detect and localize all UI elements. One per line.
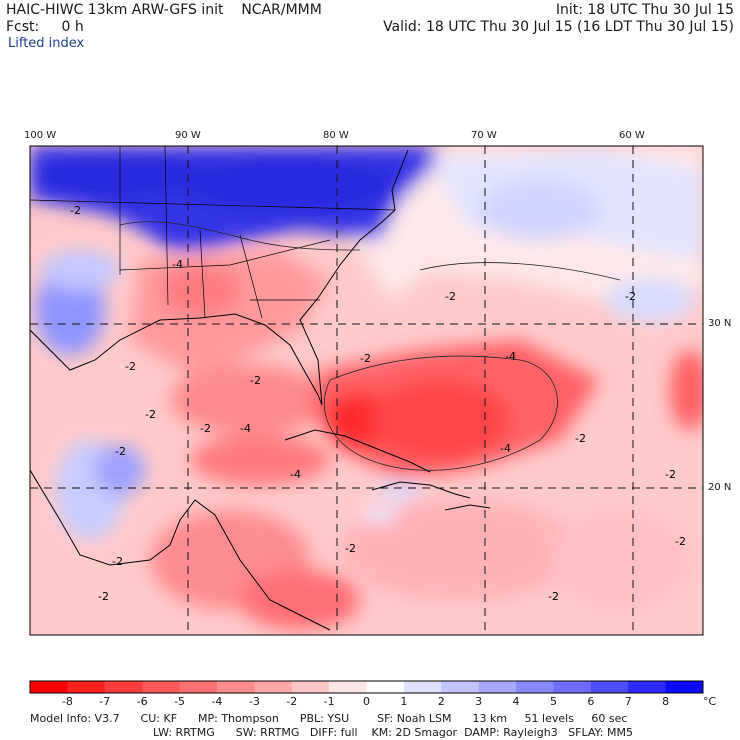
colorbar-swatch (216, 681, 255, 693)
model-info-line2: LW: RRTMG SW: RRTMG DIFF: full KM: 2D Sm… (153, 726, 633, 739)
lon-label-60w: 60 W (619, 130, 645, 141)
colorbar-level-label: -3 (248, 695, 260, 708)
contour-label: -2 (112, 555, 123, 568)
contour-label: -4 (290, 468, 301, 481)
contour-label: -2 (70, 204, 81, 217)
contour-label: -2 (250, 374, 261, 387)
contours (119, 221, 621, 471)
colorbar-swatch (104, 681, 143, 693)
contour-label: -2 (345, 542, 356, 555)
contour-label: -2 (665, 468, 676, 481)
colorbar-level-label: -7 (99, 695, 111, 708)
colorbar-swatch (516, 681, 554, 693)
field-name: Lifted index (8, 36, 85, 51)
contour-label-group: -2 -4 -2 -2 -2 -2 -4 -2 -2 -4 -2 -2 -4 -… (70, 204, 686, 603)
colorbar-level-label: -6 (136, 695, 148, 708)
contour-label: -2 (360, 352, 371, 365)
colorbar-swatch (441, 681, 480, 693)
colorbar (29, 680, 704, 694)
colorbar-unit: °C (703, 695, 717, 708)
contour-label: -2 (675, 535, 686, 548)
lat-label-30n: 30 N (708, 318, 732, 329)
contour-label: -4 (500, 442, 511, 455)
colorbar-swatch (179, 681, 218, 693)
lon-label-100w: 100 W (24, 130, 57, 141)
model-title: HAIC-HIWC 13km ARW-GFS init NCAR/MMM (6, 2, 322, 18)
colorbar-swatch (67, 681, 106, 693)
colorbar-swatch (478, 681, 517, 693)
colorbar-level-label: 5 (549, 695, 557, 708)
coastlines (30, 149, 491, 631)
init-time: Init: 18 UTC Thu 30 Jul 15 (555, 2, 734, 18)
contour-label: -4 (172, 258, 183, 271)
colorbar-swatch (329, 681, 367, 693)
valid-time: Valid: 18 UTC Thu 30 Jul 15 (16 LDT Thu … (383, 19, 734, 35)
forecast-hour: Fcst: 0 h (6, 19, 84, 35)
contour-label: -2 (125, 360, 136, 373)
contour-label: -2 (145, 408, 156, 421)
contour-label: -2 (575, 432, 586, 445)
colorbar-swatch (553, 681, 592, 693)
colorbar-level-label: 4 (512, 695, 520, 708)
contour-label: -4 (505, 350, 516, 363)
colorbar-swatch (366, 681, 405, 693)
colorbar-level-label: -5 (174, 695, 186, 708)
org-label: NCAR/MMM (241, 2, 322, 18)
colorbar-level-label: 1 (400, 695, 408, 708)
colorbar-level-label: 8 (662, 695, 670, 708)
colorbar-swatch (590, 681, 629, 693)
colorbar-level-label: -2 (286, 695, 298, 708)
colorbar-swatch (403, 681, 442, 693)
colorbar-level-label: 0 (363, 695, 370, 708)
lon-label-80w: 80 W (323, 130, 349, 141)
colorbar-level-label: 6 (587, 695, 595, 708)
lon-label-90w: 90 W (175, 130, 201, 141)
colorbar-level-label: 2 (437, 695, 445, 708)
contour-label: -2 (115, 445, 126, 458)
colorbar-swatch (291, 681, 330, 693)
lat-label-20n: 20 N (708, 482, 732, 493)
colorbar-level-label: -8 (61, 695, 73, 708)
colorbar-frame (29, 680, 704, 694)
contour-label: -2 (98, 590, 109, 603)
colorbar-swatch (628, 681, 667, 693)
contour-label: -4 (240, 422, 251, 435)
lifted-index-field (30, 146, 703, 635)
graticule (30, 146, 703, 635)
colorbar-swatch (30, 681, 68, 693)
colorbar-level-label: -1 (323, 695, 335, 708)
contour-label: -2 (445, 290, 456, 303)
colorbar-level-label: -4 (211, 695, 223, 708)
lon-label-70w: 70 W (471, 130, 497, 141)
contour-label: -2 (625, 290, 636, 303)
contour-label: -2 (200, 422, 211, 435)
colorbar-level-label: 7 (624, 695, 632, 708)
model-info-line1: Model Info: V3.7 CU: KF MP: Thompson PBL… (30, 712, 628, 725)
colorbar-level-label: 3 (475, 695, 483, 708)
contour-label: -2 (548, 590, 559, 603)
colorbar-swatch (254, 681, 293, 693)
colorbar-swatch (142, 681, 181, 693)
state-borders (30, 146, 396, 319)
colorbar-swatch (665, 681, 704, 693)
